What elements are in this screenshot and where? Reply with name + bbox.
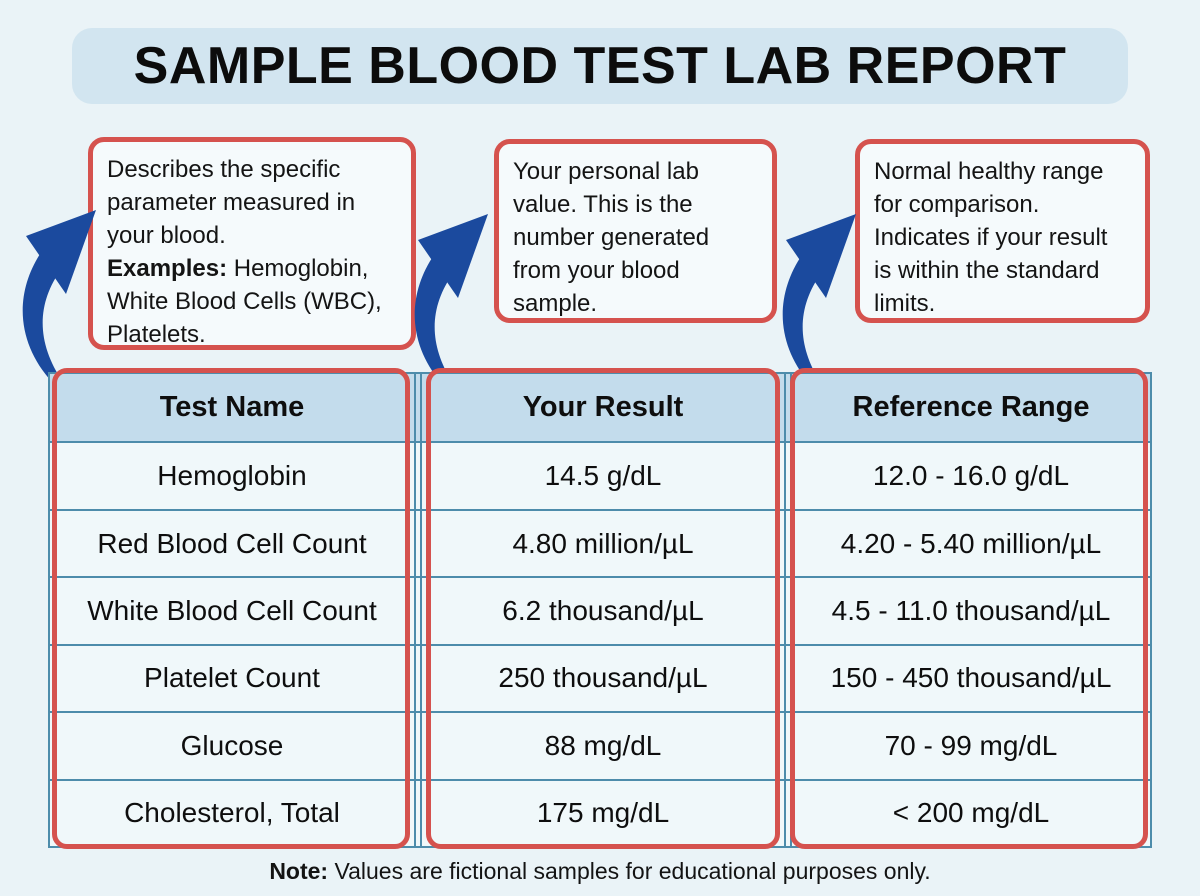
title-banner: SAMPLE BLOOD TEST LAB REPORT (72, 28, 1128, 104)
cell-test-name: Platelet Count (144, 662, 320, 694)
curved-arrow-icon (414, 214, 488, 412)
footer-note-text: Values are fictional samples for educati… (328, 858, 931, 884)
column-header-test-name: Test Name (159, 391, 305, 424)
cell-test-name: Red Blood Cell Count (97, 527, 367, 559)
column-header-reference-range: Reference Range (852, 391, 1090, 424)
table-row: White Blood Cell Count 6.2 thousand/µL 4… (50, 576, 1150, 644)
page-title: SAMPLE BLOOD TEST LAB REPORT (133, 37, 1067, 95)
cell-reference-range: 4.20 - 5.40 million/µL (840, 527, 1102, 559)
table-row: Platelet Count 250 thousand/µL 150 - 450… (50, 643, 1150, 712)
cell-test-name: Glucose (180, 729, 284, 761)
column-divider (414, 510, 422, 577)
cell-test-name: Hemoglobin (157, 460, 307, 492)
cell-reference-range: < 200 mg/dL (892, 797, 1050, 829)
cell-your-result: 175 mg/dL (536, 797, 670, 829)
cell-your-result: 4.80 million/µL (512, 527, 694, 559)
column-divider (784, 713, 792, 779)
cell-reference-range: 4.5 - 11.0 thousand/µL (831, 594, 1111, 626)
cell-test-name: White Blood Cell Count (87, 594, 377, 626)
column-divider (784, 578, 792, 644)
footer-note: Note: Values are fictional samples for e… (0, 858, 1200, 885)
cell-reference-range: 150 - 450 thousand/µL (830, 662, 1112, 694)
column-header-your-result: Your Result (522, 391, 684, 424)
cell-your-result: 14.5 g/dL (544, 460, 662, 492)
callout-reference-range-description: Normal healthy range for comparison. Ind… (874, 158, 1108, 317)
table-row: Red Blood Cell Count 4.80 million/µL 4.2… (50, 508, 1150, 577)
callout-your-result: Your personal lab value. This is the num… (494, 139, 777, 323)
curved-arrow-icon (22, 210, 96, 408)
lab-results-table: Test Name Your Result Reference Range He… (48, 372, 1152, 848)
callout-test-name-examples-label: Examples: (107, 255, 228, 282)
footer-note-label: Note: (269, 858, 329, 884)
column-divider (414, 443, 422, 509)
cell-reference-range: 70 - 99 mg/dL (884, 729, 1058, 761)
curved-arrow-icon (782, 214, 856, 412)
table-row: Hemoglobin 14.5 g/dL 12.0 - 16.0 g/dL (50, 441, 1150, 509)
callout-your-result-description: Your personal lab value. This is the num… (513, 158, 710, 317)
callout-test-name: Describes the specific parameter measure… (88, 137, 416, 350)
column-divider (414, 645, 422, 712)
column-divider (784, 374, 792, 442)
column-divider (784, 645, 792, 712)
table-row: Cholesterol, Total 175 mg/dL < 200 mg/dL (50, 778, 1150, 846)
cell-your-result: 88 mg/dL (544, 729, 662, 761)
callout-reference-range: Normal healthy range for comparison. Ind… (855, 139, 1150, 323)
cell-test-name: Cholesterol, Total (124, 797, 340, 829)
cell-reference-range: 12.0 - 16.0 g/dL (872, 460, 1070, 492)
column-divider (414, 578, 422, 644)
cell-your-result: 6.2 thousand/µL (502, 594, 704, 626)
column-divider (414, 374, 422, 442)
table-header-row: Test Name Your Result Reference Range (50, 374, 1150, 442)
column-divider (784, 443, 792, 509)
column-divider (784, 780, 792, 846)
column-divider (414, 780, 422, 846)
callout-test-name-description: Describes the specific parameter measure… (107, 156, 356, 249)
table-row: Glucose 88 mg/dL 70 - 99 mg/dL (50, 711, 1150, 779)
column-divider (414, 713, 422, 779)
cell-your-result: 250 thousand/µL (498, 662, 708, 694)
callout-test-name-examples: Hemoglobin, White Blood Cells (WBC), Pla… (107, 255, 382, 348)
column-divider (784, 510, 792, 577)
